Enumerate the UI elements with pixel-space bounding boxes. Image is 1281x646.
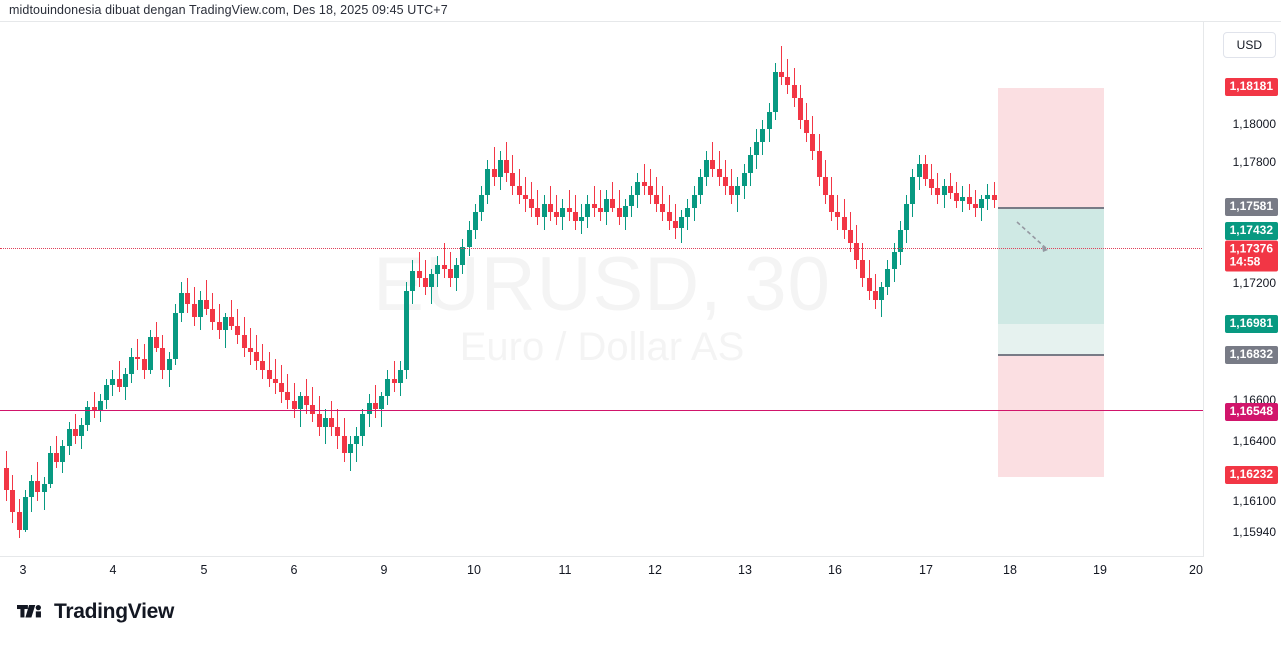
time-axis-tick: 19	[1093, 563, 1107, 577]
tradingview-logo-icon	[17, 605, 41, 618]
time-axis-tick: 6	[290, 563, 298, 577]
current-price-badge[interactable]: 1,17376 14:58	[1224, 240, 1278, 272]
stop-loss-lower-badge[interactable]: 1,16232	[1224, 466, 1278, 484]
price-axis-tick: 1,18000	[1232, 117, 1276, 131]
time-axis-tick: 16	[828, 563, 842, 577]
chart-plot-area[interactable]: EURUSD, 30 Euro / Dollar AS	[0, 22, 1204, 556]
price-axis-tick: 1,16100	[1232, 494, 1276, 508]
tradingview-logo[interactable]: TradingView	[17, 600, 174, 624]
magenta-level-badge[interactable]: 1,16548	[1224, 403, 1278, 421]
currency-badge[interactable]: USD	[1222, 32, 1276, 58]
time-axis-tick: 11	[558, 563, 572, 577]
chart-header-bar: midtouindonesia dibuat dengan TradingVie…	[0, 0, 1281, 22]
long-stop-loss-zone[interactable]	[998, 354, 1104, 477]
current-price-line[interactable]	[0, 248, 1203, 249]
price-axis-tick: 1,17200	[1232, 276, 1276, 290]
time-axis-tick: 5	[200, 563, 208, 577]
entry-upper-badge[interactable]: 1,17581	[1224, 198, 1278, 216]
stop-loss-upper-badge[interactable]: 1,18181	[1224, 78, 1278, 96]
long-profit-zone[interactable]	[998, 324, 1104, 354]
price-axis-tick: 1,17800	[1232, 155, 1276, 169]
entry-lower-badge[interactable]: 1,16832	[1224, 346, 1278, 364]
price-axis-tick: 1,15940	[1232, 525, 1276, 539]
target-upper-badge[interactable]: 1,17432	[1224, 222, 1278, 240]
current-price-value: 1,17376	[1229, 241, 1273, 256]
time-axis-tick: 4	[109, 563, 117, 577]
time-axis-tick: 17	[919, 563, 933, 577]
time-axis-tick: 13	[738, 563, 752, 577]
time-axis-tick: 12	[648, 563, 662, 577]
bar-countdown: 14:58	[1229, 254, 1261, 269]
chart-footer: TradingView	[0, 584, 1281, 646]
attribution-text: midtouindonesia dibuat dengan TradingVie…	[9, 3, 448, 17]
time-axis-tick: 20	[1189, 563, 1203, 577]
time-axis-tick: 9	[380, 563, 388, 577]
short-entry-line[interactable]	[998, 207, 1104, 209]
time-axis-tick: 10	[467, 563, 481, 577]
long-entry-line[interactable]	[998, 354, 1104, 356]
target-lower-badge[interactable]: 1,16981	[1224, 315, 1278, 333]
magenta-price-line[interactable]	[0, 410, 1203, 411]
time-axis-tick: 3	[19, 563, 27, 577]
short-stop-loss-zone[interactable]	[998, 88, 1104, 207]
price-axis-tick: 1,16400	[1232, 434, 1276, 448]
price-axis[interactable]: USD 1,18000 1,17800 1,17200 1,16600 1,16400 1…	[1204, 22, 1281, 556]
tradingview-wordmark: TradingView	[54, 600, 175, 623]
short-profit-zone[interactable]	[998, 207, 1104, 324]
time-axis-tick: 18	[1003, 563, 1017, 577]
time-axis[interactable]: 3 4 5 6 9 10 11 12 13 16 17 18 19 20	[0, 556, 1204, 584]
